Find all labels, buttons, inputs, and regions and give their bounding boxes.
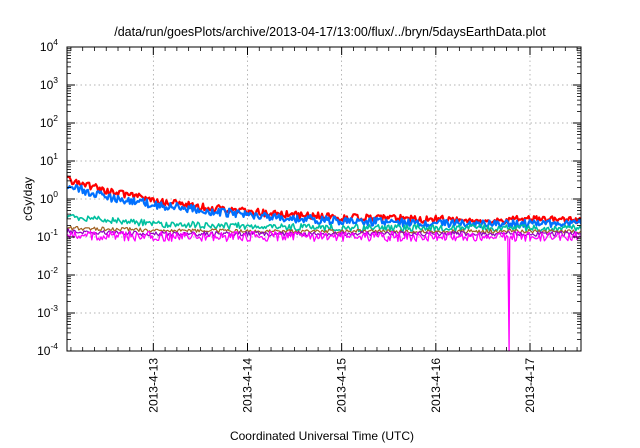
series-line	[67, 184, 581, 229]
series-line	[67, 230, 581, 351]
x-tick-labels: 2013-4-13 2013-4-14 2013-4-15 2013-4-16 2013…	[146, 358, 537, 413]
y-tick-label: 102	[40, 113, 58, 130]
y-tick-label: 10-3	[37, 303, 58, 320]
x-tick-label: 2013-4-17	[523, 358, 537, 413]
x-tick-label: 2013-4-16	[429, 358, 443, 413]
y-tick-label: 101	[40, 151, 58, 168]
series-line	[67, 225, 581, 234]
series-line	[67, 228, 581, 237]
y-tick-label: 104	[40, 37, 58, 54]
y-tick-labels: 10-4 10-3 10-2 10-1 100 101 102 103 104	[37, 37, 58, 358]
x-axis-label: Coordinated Universal Time (UTC)	[230, 429, 414, 443]
y-tick-label: 10-2	[37, 265, 58, 282]
chart-title: /data/run/goesPlots/archive/2013-04-17/1…	[114, 25, 546, 39]
x-tick-label: 2013-4-13	[146, 358, 160, 413]
y-tick-label: 100	[40, 189, 58, 206]
plot-series	[67, 175, 581, 351]
y-tick-label: 103	[40, 75, 58, 92]
x-tick-label: 2013-4-15	[335, 358, 349, 413]
x-tick-label: 2013-4-14	[240, 358, 254, 413]
y-tick-label: 10-4	[37, 341, 58, 358]
y-tick-label: 10-1	[37, 227, 58, 244]
axis-ticks	[67, 46, 581, 352]
y-axis-label: cGy/day	[21, 177, 35, 221]
